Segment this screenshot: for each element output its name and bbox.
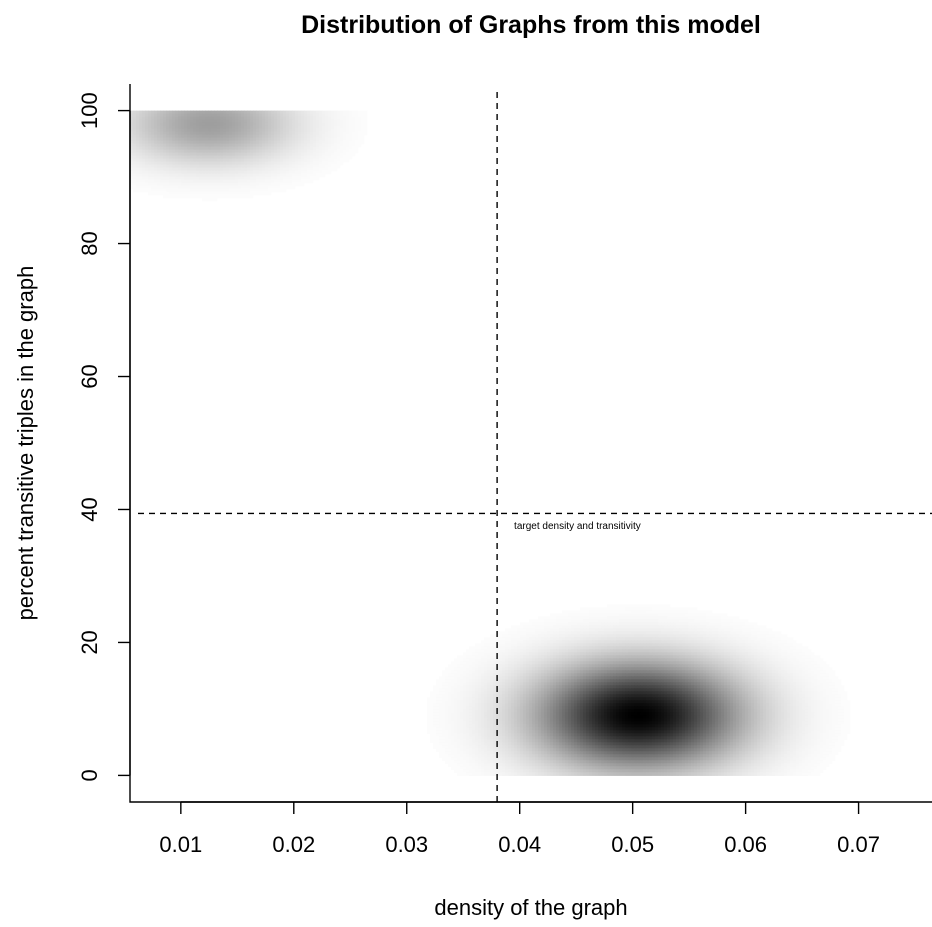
x-tick-label: 0.02: [272, 832, 315, 857]
y-axis: 0 20 40 60 80 100: [77, 92, 131, 782]
y-axis-label: percent transitive triples in the graph: [13, 266, 38, 621]
chart-title: Distribution of Graphs from this model: [301, 11, 761, 39]
y-tick-label: 40: [77, 497, 102, 521]
x-tick-label: 0.03: [385, 832, 428, 857]
y-tick-label: 80: [77, 231, 102, 255]
density-region-1: [427, 604, 851, 776]
y-tick-label: 0: [77, 769, 102, 781]
target-annotation: target density and transitivity: [514, 521, 641, 532]
x-tick-label: 0.04: [498, 832, 541, 857]
x-axis: 0.01 0.02 0.03 0.04 0.05 0.06 0.07: [159, 801, 880, 857]
y-tick-label: 60: [77, 364, 102, 388]
x-axis-label: density of the graph: [434, 895, 627, 920]
density-region-2: [130, 110, 368, 202]
density-heatmap: [130, 110, 851, 776]
x-tick-label: 0.06: [724, 832, 767, 857]
y-tick-label: 100: [77, 92, 102, 129]
reference-lines: [138, 92, 932, 802]
x-tick-label: 0.01: [159, 832, 202, 857]
x-tick-label: 0.07: [837, 832, 880, 857]
y-tick-label: 20: [77, 630, 102, 654]
x-tick-label: 0.05: [611, 832, 654, 857]
